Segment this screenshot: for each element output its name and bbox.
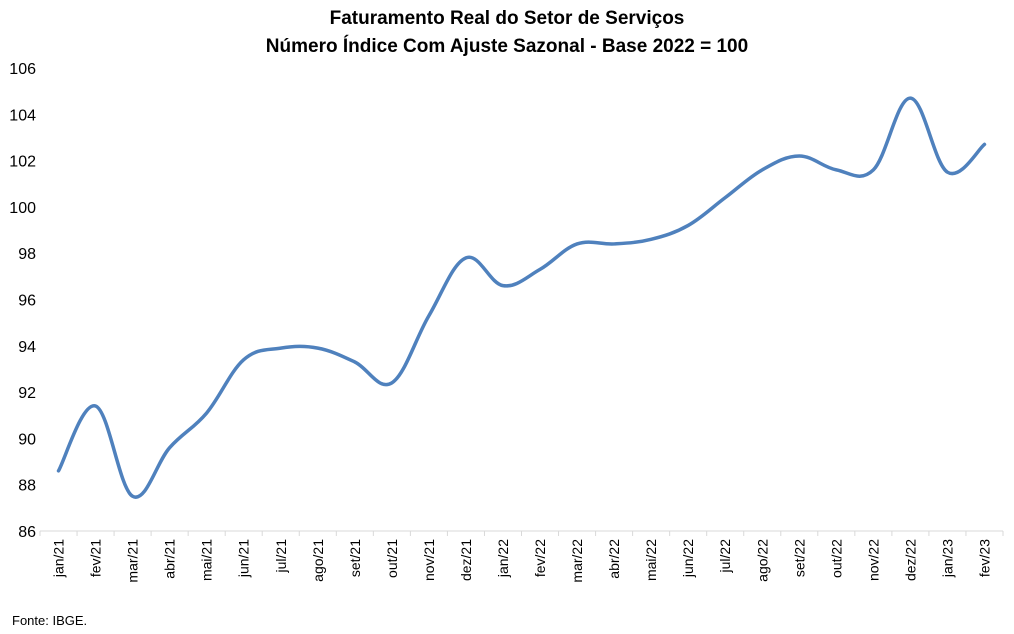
x-tick-label: mar/21: [125, 539, 141, 583]
y-tick-label: 98: [18, 246, 36, 263]
x-tick-label: ago/22: [754, 539, 770, 582]
chart-title: Faturamento Real do Setor de Serviços: [329, 8, 685, 29]
x-tick-label: mai/22: [643, 539, 659, 581]
x-tick-label: fev/21: [88, 539, 104, 577]
x-tick-label: jan/23: [939, 539, 955, 578]
y-tick-label: 102: [9, 154, 36, 171]
y-axis-tick-labels: 86 88 90 92 94 96 98 100 102 104 106: [9, 61, 36, 541]
x-tick-label: fev/23: [976, 539, 992, 577]
x-tick-label: abr/22: [606, 539, 622, 579]
x-tick-label: jan/22: [495, 539, 511, 578]
x-axis-tick-labels: jan/21 fev/21 mar/21 abr/21 mai/21 jun/21 jul/…: [51, 539, 993, 583]
y-tick-label: 94: [18, 339, 36, 356]
x-tick-label: ago/21: [310, 539, 326, 582]
y-tick-label: 100: [9, 200, 36, 217]
x-tick-label: dez/22: [902, 539, 918, 581]
series-line: [56, 96, 987, 499]
x-tick-label: jun/21: [236, 539, 252, 578]
x-tick-label: fev/22: [532, 539, 548, 577]
x-axis: [39, 530, 1004, 536]
chart-subtitle: Número Índice Com Ajuste Sazonal - Base …: [265, 36, 749, 57]
x-tick-label: set/22: [791, 539, 807, 577]
series-layer: [56, 96, 987, 499]
y-tick-label: 86: [18, 524, 36, 541]
x-tick-label: jun/22: [680, 539, 696, 578]
y-tick-label: 88: [18, 478, 36, 495]
y-tick-label: 90: [18, 431, 36, 448]
y-tick-label: 96: [18, 293, 36, 310]
x-tick-label: out/21: [384, 539, 400, 578]
x-tick-label: jul/22: [717, 539, 733, 574]
y-tick-label: 92: [18, 385, 36, 402]
x-tick-label: set/21: [347, 539, 363, 577]
x-tick-label: mar/22: [569, 539, 585, 583]
y-tick-label: 104: [9, 107, 36, 124]
x-tick-label: nov/21: [421, 539, 437, 581]
x-tick-label: nov/22: [865, 539, 881, 581]
x-tick-label: out/22: [828, 539, 844, 578]
x-tick-label: abr/21: [162, 539, 178, 579]
x-tick-label: dez/21: [458, 539, 474, 581]
x-tick-label: jan/21: [51, 539, 67, 578]
y-tick-label: 106: [9, 61, 36, 78]
source-note: Fonte: IBGE.: [12, 613, 88, 628]
x-tick-label: jul/21: [273, 539, 289, 574]
x-tick-label: mai/21: [199, 539, 215, 581]
